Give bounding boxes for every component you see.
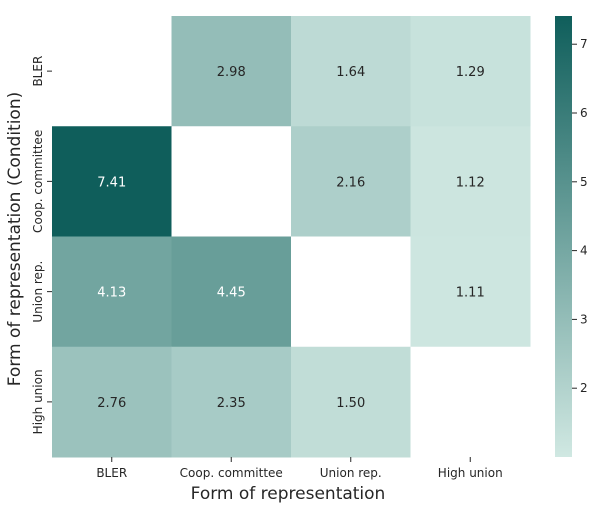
colorbar-tick-label: 4 bbox=[580, 244, 588, 258]
colorbar-tick-label: 5 bbox=[580, 175, 588, 189]
cell-value-label: 2.76 bbox=[97, 396, 126, 411]
x-axis-title: Form of representation bbox=[191, 484, 386, 504]
cell-value-label: 4.45 bbox=[217, 286, 246, 301]
x-tick-label: Coop. committee bbox=[180, 466, 283, 480]
y-tick-label: Coop. committee bbox=[31, 130, 45, 233]
cell-value-label: 4.13 bbox=[97, 286, 126, 301]
y-tick-label: BLER bbox=[31, 56, 45, 87]
heatmap-cell bbox=[52, 236, 172, 348]
y-axis-ticks: BLER Coop. committee Union rep. High union bbox=[31, 56, 52, 434]
cell-value-label: 2.98 bbox=[217, 65, 246, 80]
x-tick-label: BLER bbox=[96, 466, 127, 480]
heatmap-cell bbox=[52, 16, 172, 127]
x-tick-label: Union rep. bbox=[320, 466, 382, 480]
heatmap-cell-labels: 2.98 1.64 1.29 7.41 2.16 1.12 4.13 4.45 1.11 2.76… bbox=[97, 65, 484, 411]
colorbar-tick-label: 3 bbox=[580, 312, 588, 326]
heatmap-cell bbox=[410, 126, 531, 237]
heatmap-cell bbox=[291, 346, 411, 458]
heatmap-cell bbox=[171, 16, 292, 127]
colorbar bbox=[555, 16, 572, 457]
colorbar-tick-label: 6 bbox=[580, 106, 588, 120]
heatmap-cell bbox=[171, 126, 292, 237]
cell-value-label: 2.35 bbox=[217, 396, 246, 411]
heatmap-cell bbox=[410, 236, 531, 348]
colorbar-tick-label: 2 bbox=[580, 381, 588, 395]
heatmap-cell bbox=[410, 16, 531, 127]
heatmap-cell bbox=[171, 346, 292, 458]
colorbar-ticks: 2 3 4 5 6 7 bbox=[572, 37, 588, 395]
heatmap-cell bbox=[410, 346, 531, 458]
y-tick-label: High union bbox=[31, 369, 45, 434]
heatmap-cell bbox=[291, 236, 411, 348]
heatmap-cell bbox=[52, 126, 172, 237]
heatmap-cell bbox=[52, 346, 172, 458]
x-axis-ticks: BLER Coop. committee Union rep. High union bbox=[96, 457, 503, 480]
y-axis-title: Form of representation (Condition) bbox=[5, 92, 25, 387]
heatmap-cell bbox=[171, 236, 292, 348]
heatmap-cell bbox=[291, 16, 411, 127]
cell-value-label: 2.16 bbox=[336, 175, 365, 190]
cell-value-label: 1.64 bbox=[336, 65, 365, 80]
cell-value-label: 1.12 bbox=[456, 175, 485, 190]
cell-value-label: 1.11 bbox=[456, 286, 485, 301]
heatmap-cell bbox=[291, 126, 411, 237]
heatmap-cells bbox=[52, 16, 531, 458]
colorbar-tick-label: 7 bbox=[580, 37, 588, 51]
x-tick-label: High union bbox=[438, 466, 503, 480]
cell-value-label: 7.41 bbox=[97, 175, 126, 190]
y-tick-label: Union rep. bbox=[31, 261, 45, 323]
cell-value-label: 1.29 bbox=[456, 65, 485, 80]
cell-value-label: 1.50 bbox=[336, 396, 365, 411]
